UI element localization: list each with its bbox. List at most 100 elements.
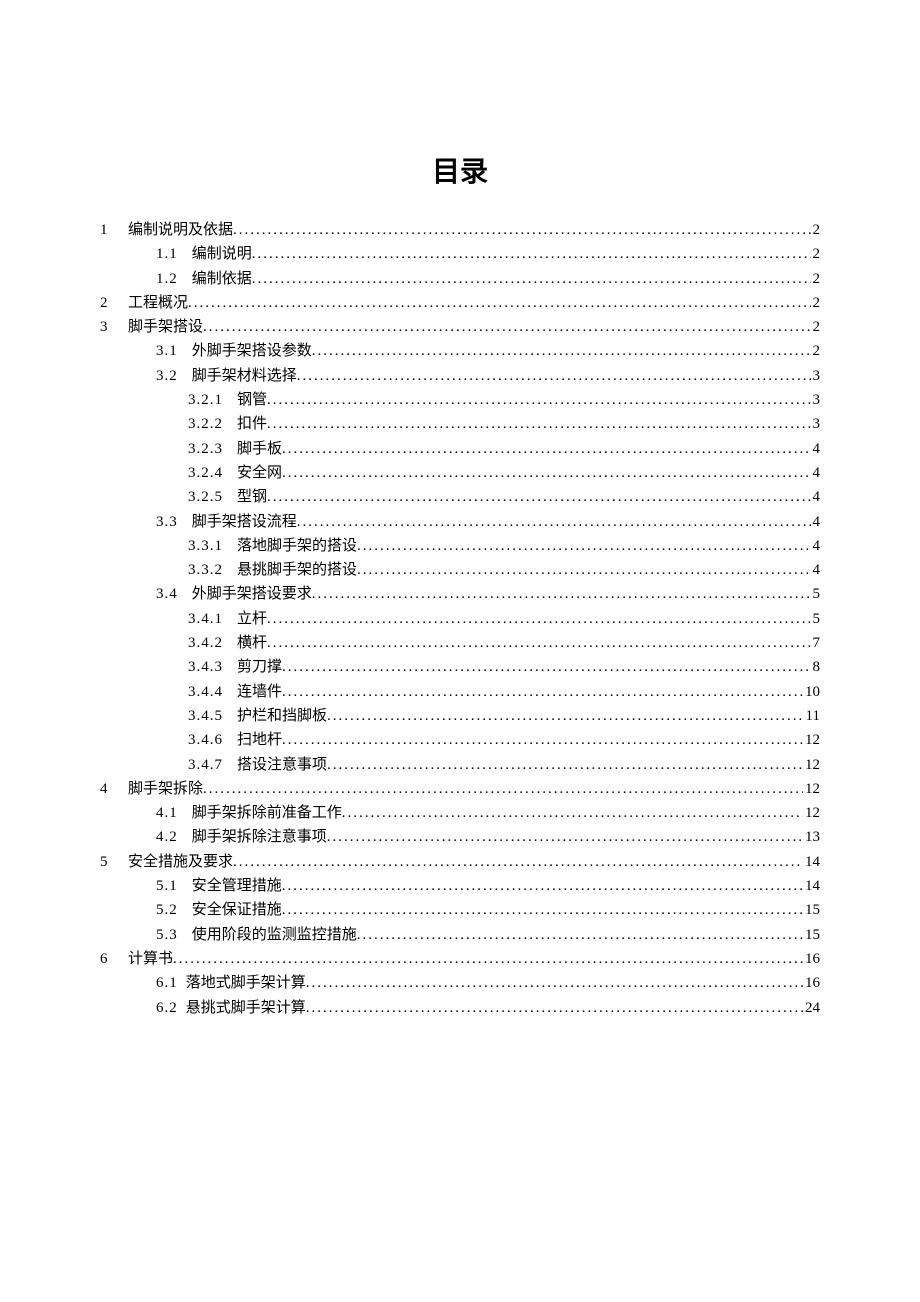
- toc-entry-label: 3.4.2横杆: [188, 631, 267, 655]
- toc-title: 目录: [100, 150, 820, 190]
- toc-section-number: 4.2: [156, 829, 178, 845]
- toc-section-number: 3.3.1: [188, 538, 223, 554]
- toc-page-number: 24: [803, 996, 820, 1020]
- toc-section-number: 3.3.2: [188, 562, 223, 578]
- toc-leader-dots: [252, 242, 811, 266]
- toc-page-number: 12: [803, 801, 820, 825]
- toc-entry-text: 横杆: [237, 635, 267, 651]
- toc-page-number: 2: [811, 315, 821, 339]
- toc-chapter-number: 5: [100, 850, 128, 874]
- toc-entry: 3.4.7搭设注意事项 12: [100, 753, 820, 777]
- toc-leader-dots: [233, 218, 810, 242]
- toc-section-number: 3.4: [156, 586, 178, 602]
- toc-entry-text: 扫地杆: [237, 732, 282, 748]
- toc-entry-text: 连墙件: [237, 684, 282, 700]
- toc-entry: 3.3脚手架搭设流程4: [100, 510, 820, 534]
- toc-leader-dots: [267, 607, 810, 631]
- toc-page-number: 2: [811, 339, 821, 363]
- toc-entry-label: 3.3.1落地脚手架的搭设: [188, 534, 357, 558]
- toc-leader-dots: [203, 315, 810, 339]
- toc-entry-label: 计算书: [128, 947, 173, 971]
- toc-entry: 6.2悬挑式脚手架计算24: [100, 996, 820, 1020]
- toc-entry-label: 1.1编制说明: [156, 242, 252, 266]
- toc-section-number: 1.2: [156, 271, 178, 287]
- toc-entry: 5.2安全保证措施15: [100, 898, 820, 922]
- toc-page-number: 14: [803, 850, 820, 874]
- toc-page-number: 5: [811, 607, 821, 631]
- toc-entry: 3.4.3剪刀撑8: [100, 655, 820, 679]
- toc-entry: 3.4.2横杆 7: [100, 631, 820, 655]
- toc-chapter-number: 6: [100, 947, 128, 971]
- toc-section-number: 3.2.1: [188, 392, 223, 408]
- toc-page-number: 2: [811, 242, 821, 266]
- toc-entry-label: 3.2.5 型钢: [188, 485, 267, 509]
- toc-leader-dots: [252, 267, 811, 291]
- toc-leader-dots: [312, 339, 811, 363]
- toc-page-number: 3: [811, 388, 821, 412]
- toc-chapter-number: 1: [100, 218, 128, 242]
- toc-entry: 3.4.6扫地杆12: [100, 728, 820, 752]
- toc-entry-label: 3.4.4连墙件: [188, 680, 282, 704]
- toc-page-number: 8: [811, 655, 821, 679]
- toc-entry: 4.1脚手架拆除前准备工作12: [100, 801, 820, 825]
- toc-section-number: 3.3: [156, 514, 178, 530]
- toc-page-number: 3: [811, 364, 821, 388]
- toc-container: 1编制说明及依据21.1编制说明21.2编制依据22工程概况23脚手架搭设23.…: [100, 218, 820, 1020]
- toc-entry-text: 钢管: [237, 392, 267, 408]
- toc-entry-label: 脚手架拆除: [128, 777, 203, 801]
- toc-entry-text: 剪刀撑: [237, 659, 282, 675]
- toc-page-number: 12: [803, 753, 820, 777]
- toc-entry-label: 3.2脚手架材料选择: [156, 364, 297, 388]
- toc-entry-text: 外脚手架搭设要求: [192, 586, 312, 602]
- toc-leader-dots: [267, 631, 810, 655]
- toc-section-number: 5.1: [156, 878, 178, 894]
- toc-entry: 6.1落地式脚手架计算16: [100, 971, 820, 995]
- toc-section-number: 3.4.1: [188, 611, 223, 627]
- toc-leader-dots: [267, 412, 810, 436]
- toc-page-number: 16: [803, 971, 820, 995]
- page: 目录 1编制说明及依据21.1编制说明21.2编制依据22工程概况23脚手架搭设…: [0, 0, 920, 1070]
- toc-entry-text: 计算书: [128, 951, 173, 967]
- toc-page-number: 10: [803, 680, 820, 704]
- toc-leader-dots: [267, 388, 810, 412]
- toc-page-number: 2: [811, 267, 821, 291]
- toc-entry-label: 3.4.7搭设注意事项: [188, 753, 327, 777]
- toc-leader-dots: [297, 510, 811, 534]
- toc-entry: 3.4外脚手架搭设要求5: [100, 582, 820, 606]
- toc-page-number: 7: [811, 631, 821, 655]
- toc-page-number: 2: [811, 218, 821, 242]
- toc-entry-text: 脚手架拆除前准备工作: [192, 805, 342, 821]
- toc-entry-label: 3.4.1 立杆: [188, 607, 267, 631]
- toc-entry-text: 编制依据: [192, 271, 252, 287]
- toc-entry-label: 3.2.3脚手板: [188, 437, 282, 461]
- toc-leader-dots: [357, 923, 803, 947]
- toc-leader-dots: [233, 850, 803, 874]
- toc-leader-dots: [203, 777, 803, 801]
- toc-leader-dots: [327, 704, 804, 728]
- toc-entry-label: 5.3使用阶段的监测监控措施: [156, 923, 357, 947]
- toc-entry: 1.1编制说明 2: [100, 242, 820, 266]
- toc-entry-text: 护栏和挡脚板: [237, 708, 327, 724]
- toc-entry-text: 脚手架材料选择: [192, 368, 297, 384]
- toc-section-number: 3.2.2: [188, 416, 223, 432]
- toc-leader-dots: [173, 947, 803, 971]
- toc-entry-text: 悬挑式脚手架计算: [186, 1000, 306, 1016]
- toc-page-number: 15: [803, 923, 820, 947]
- toc-entry: 3.2.5型钢4: [100, 485, 820, 509]
- toc-entry-label: 脚手架搭设: [128, 315, 203, 339]
- toc-page-number: 13: [803, 825, 820, 849]
- toc-entry: 3.4.1 立杆 5: [100, 607, 820, 631]
- toc-entry-label: 3.2.1 钢管: [188, 388, 267, 412]
- toc-entry: 3.3.2悬挑脚手架的搭设4: [100, 558, 820, 582]
- toc-entry-text: 搭设注意事项: [237, 757, 327, 773]
- toc-section-number: 3.2.5: [188, 489, 223, 505]
- toc-entry-text: 立杆: [237, 611, 267, 627]
- toc-entry-text: 安全管理措施: [192, 878, 282, 894]
- toc-entry-label: 3.2.4安全网: [188, 461, 282, 485]
- toc-entry: 3.3.1落地脚手架的搭设4: [100, 534, 820, 558]
- toc-leader-dots: [306, 971, 803, 995]
- toc-entry-text: 型钢: [237, 489, 267, 505]
- toc-page-number: 12: [803, 728, 820, 752]
- toc-entry-text: 安全措施及要求: [128, 854, 233, 870]
- toc-entry: 3.2.2扣件3: [100, 412, 820, 436]
